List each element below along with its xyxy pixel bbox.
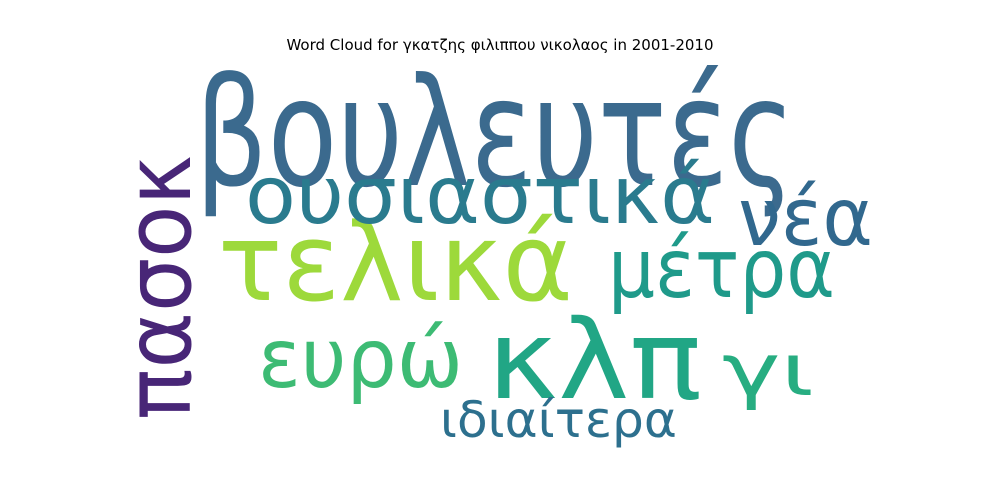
- word-pasok: πασοκ: [105, 155, 212, 420]
- word-klp: κλπ: [487, 296, 702, 424]
- word-telika: τελικά: [218, 201, 573, 326]
- word-metra: μέτρα: [608, 222, 835, 317]
- word-idiaitera: ιδιαίτερα: [440, 391, 677, 449]
- word-evro: ευρώ: [258, 312, 463, 407]
- word-gi: γι: [722, 328, 814, 412]
- word-nea: νέα: [738, 171, 873, 264]
- word-ousiastika: ουσιαστικά: [245, 149, 715, 242]
- chart-title: Word Cloud for γκατζης φιλιππου νικολαος…: [286, 36, 714, 54]
- word-vouleftes: βουλευτές: [195, 47, 795, 221]
